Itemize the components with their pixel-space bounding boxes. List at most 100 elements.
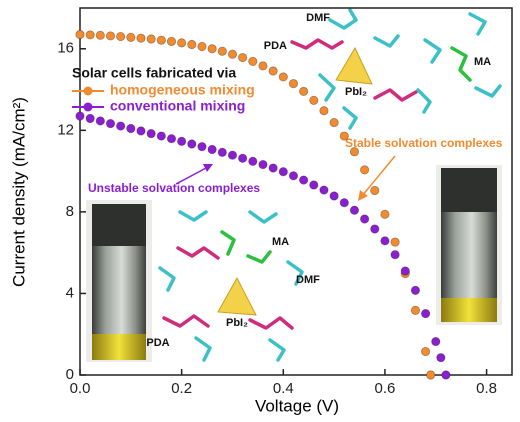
- data-point: [410, 285, 421, 295]
- data-point: [146, 34, 156, 44]
- data-point: [75, 29, 85, 40]
- data-point: [420, 346, 431, 357]
- vial-photo: [436, 165, 502, 325]
- annotation-arrow: [175, 164, 213, 185]
- data-point: [238, 153, 248, 163]
- legend-label: homogeneous mixing: [110, 82, 255, 98]
- data-point: [126, 32, 136, 42]
- data-point: [258, 159, 268, 170]
- data-point: [248, 56, 258, 67]
- data-point: [207, 44, 217, 54]
- data-point: [116, 121, 126, 131]
- data-point: [156, 35, 166, 45]
- y-tick-label: 8: [66, 203, 74, 220]
- data-point: [400, 266, 410, 276]
- x-tick-label: 0.0: [70, 380, 91, 397]
- y-axis-label: Current density (mA/cm²): [9, 97, 28, 287]
- data-point: [329, 191, 339, 201]
- y-tick-label: 12: [57, 121, 74, 138]
- plot-frame: [79, 7, 513, 376]
- data-point: [268, 66, 278, 76]
- data-point: [370, 224, 380, 234]
- data-point: [278, 167, 288, 177]
- x-tick-label: 0.6: [375, 380, 396, 397]
- data-point: [197, 41, 207, 52]
- vial-photo: [86, 200, 152, 362]
- y-tick-label: 16: [57, 40, 74, 57]
- data-point: [278, 72, 288, 82]
- data-point: [420, 309, 431, 319]
- data-point: [187, 139, 197, 149]
- x-tick-label: 0.2: [171, 380, 192, 397]
- data-point: [268, 163, 278, 173]
- data-point: [349, 147, 360, 157]
- molecule-label: MA: [272, 236, 289, 248]
- data-point: [116, 31, 126, 42]
- data-point: [441, 370, 451, 380]
- data-point: [299, 86, 309, 96]
- data-point: [177, 136, 187, 146]
- data-point: [166, 36, 177, 47]
- data-point: [207, 144, 217, 155]
- data-point: [136, 126, 146, 136]
- data-point: [105, 31, 116, 41]
- data-point: [309, 180, 319, 190]
- data-point: [126, 123, 136, 134]
- molecule-label: PDA: [264, 40, 287, 52]
- legend-marker: [83, 102, 93, 112]
- data-point: [227, 150, 238, 160]
- data-point: [329, 117, 339, 128]
- data-point: [319, 185, 329, 195]
- data-point: [390, 237, 400, 247]
- data-point: [166, 134, 177, 144]
- data-point: [380, 209, 390, 219]
- molecule-label: PDA: [146, 337, 169, 349]
- molecule-label: DMF: [296, 274, 320, 286]
- annotation: Stable solvation complexes: [345, 136, 503, 150]
- molecules-top: [290, 8, 502, 130]
- legend-marker: [83, 86, 93, 96]
- data-point: [217, 46, 227, 56]
- data-point: [360, 214, 370, 224]
- data-point: [156, 131, 166, 141]
- molecule-label: DMF: [306, 12, 330, 24]
- data-point: [85, 113, 95, 124]
- data-point: [85, 30, 95, 40]
- data-point: [95, 30, 105, 40]
- data-point: [248, 156, 258, 166]
- data-point: [339, 198, 349, 208]
- data-point: [410, 305, 421, 315]
- data-point: [370, 185, 380, 196]
- molecule-label: PbI₂: [345, 86, 367, 98]
- data-point: [105, 119, 116, 129]
- data-point: [349, 205, 360, 215]
- data-point: [319, 106, 329, 116]
- data-point: [187, 39, 197, 50]
- data-point: [380, 236, 390, 246]
- data-point: [431, 336, 441, 347]
- data-point: [360, 165, 370, 175]
- data-point: [75, 111, 85, 121]
- data-point: [227, 49, 238, 59]
- data-point: [309, 95, 319, 105]
- molecules-bottom: [158, 210, 304, 362]
- data-point: [426, 370, 436, 380]
- data-point: [136, 33, 146, 43]
- y-tick-label: 0: [66, 366, 74, 383]
- annotation: Unstable solvation complexes: [88, 181, 260, 195]
- data-point: [238, 52, 248, 63]
- legend-title: Solar cells fabricated via: [72, 65, 236, 81]
- y-tick-label: 4: [66, 284, 74, 301]
- data-point: [436, 353, 446, 363]
- data-point: [177, 38, 187, 48]
- data-point: [95, 116, 105, 126]
- molecule-label: MA: [474, 56, 491, 68]
- data-point: [288, 79, 299, 89]
- data-point: [258, 61, 268, 71]
- data-point: [288, 171, 299, 181]
- data-point: [390, 250, 400, 260]
- annotation-arrow: [358, 155, 396, 201]
- data-point: [146, 128, 156, 139]
- data-point: [299, 175, 309, 185]
